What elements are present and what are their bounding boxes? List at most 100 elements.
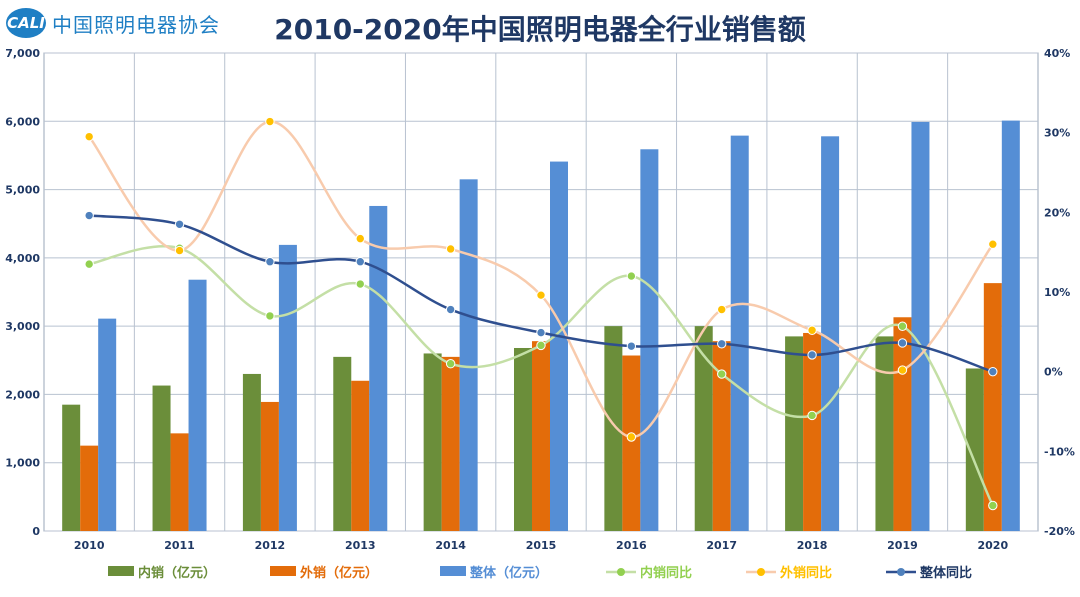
bar: [80, 445, 99, 531]
x-tick-label: 2010: [74, 539, 105, 552]
line-point: [988, 500, 998, 511]
series-line: [88, 245, 994, 507]
bar: [965, 368, 984, 531]
bar: [459, 179, 478, 532]
bar: [694, 326, 713, 531]
bar: [983, 283, 1002, 531]
legend-swatch-marker: [897, 568, 905, 576]
bar: [893, 317, 912, 531]
line-point: [355, 279, 365, 289]
bar: [260, 401, 279, 531]
bar: [62, 404, 81, 531]
bar: [333, 356, 352, 531]
line-point: [265, 116, 275, 127]
line-point: [807, 325, 817, 335]
bar: [911, 121, 930, 532]
bar: [242, 373, 261, 531]
legend-label: 整体同比: [919, 565, 972, 581]
x-tick-label: 2013: [345, 539, 376, 552]
line-point: [445, 359, 456, 369]
legend-swatch-marker: [617, 568, 625, 576]
line-point: [265, 311, 275, 321]
line-point: [717, 339, 727, 349]
x-tick-label: 2020: [978, 539, 1009, 552]
bar: [98, 318, 117, 531]
y2-tick-label: 10%: [1044, 286, 1070, 299]
line-point: [355, 257, 365, 267]
y-tick-label: 0: [32, 525, 40, 538]
line-point: [536, 290, 546, 300]
line-point: [174, 219, 185, 229]
logo: CALI 中国照明电器协会: [6, 6, 220, 40]
x-tick-label: 2014: [435, 539, 466, 552]
line-point: [626, 271, 637, 281]
x-tick-label: 2017: [706, 539, 737, 552]
y2-tick-label: 0%: [1044, 366, 1063, 379]
logo-badge-icon: CALI: [6, 8, 46, 38]
legend-label: 内销（亿元）: [138, 565, 216, 581]
x-tick-label: 2016: [616, 539, 647, 552]
line-point: [626, 341, 637, 351]
y2-tick-label: -20%: [1044, 525, 1075, 538]
bar: [532, 341, 550, 531]
line-point: [897, 321, 908, 331]
y-tick-label: 2,000: [5, 388, 40, 401]
bar: [170, 433, 189, 531]
logo-text: 中国照明电器协会: [52, 12, 220, 37]
line-point: [84, 131, 94, 142]
line-point: [84, 259, 94, 269]
bar: [1001, 120, 1020, 532]
line-point: [174, 245, 185, 256]
bar: [550, 161, 568, 531]
bar: [188, 279, 207, 531]
x-tick-label: 2015: [526, 539, 557, 552]
bar: [278, 244, 297, 531]
y2-tick-label: -10%: [1044, 445, 1075, 458]
legend-label: 内销同比: [640, 565, 692, 581]
bar: [423, 353, 442, 531]
bar: [604, 326, 623, 531]
line-point: [988, 366, 998, 377]
line-point: [84, 210, 94, 221]
bar: [875, 336, 894, 531]
y-tick-label: 7,000: [5, 47, 40, 60]
line-point: [717, 369, 727, 379]
legend-swatch: [440, 566, 466, 576]
line-point: [536, 327, 546, 338]
bar: [640, 149, 659, 532]
bar: [622, 355, 641, 531]
legend-label: 整体（亿元）: [469, 565, 548, 581]
bar: [514, 347, 532, 531]
legend-label: 外销（亿元）: [299, 565, 378, 581]
y2-tick-label: 40%: [1044, 47, 1070, 60]
line-point: [988, 239, 998, 249]
x-tick-label: 2011: [164, 539, 195, 552]
x-tick-label: 2018: [797, 539, 828, 552]
y-tick-label: 4,000: [5, 252, 40, 265]
line-point: [355, 233, 365, 244]
y-tick-label: 5,000: [5, 184, 40, 197]
y2-tick-label: 30%: [1044, 127, 1070, 140]
line-point: [897, 338, 908, 348]
bar: [712, 341, 731, 531]
bar: [785, 336, 804, 531]
line-point: [626, 432, 637, 442]
bar: [152, 385, 171, 531]
bar: [803, 332, 822, 531]
y-tick-label: 3,000: [5, 320, 40, 333]
line-point: [717, 304, 727, 315]
x-tick-label: 2012: [255, 539, 286, 552]
y-tick-label: 1,000: [5, 457, 40, 470]
bar: [730, 135, 749, 531]
y2-tick-label: 20%: [1044, 206, 1070, 219]
bar: [351, 380, 370, 531]
line-point: [897, 365, 908, 375]
line-point: [536, 340, 546, 351]
legend-swatch: [108, 566, 134, 576]
bar: [821, 136, 840, 531]
bar: [441, 356, 460, 531]
line-point: [265, 257, 275, 267]
line-point: [807, 350, 817, 360]
line-point: [445, 304, 456, 315]
